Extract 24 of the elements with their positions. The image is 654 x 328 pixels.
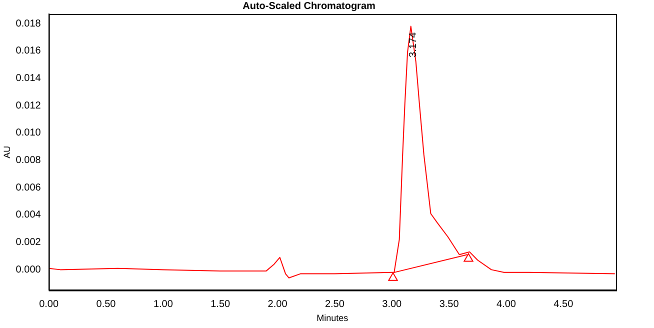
y-tick-label: 0.006 <box>16 182 42 194</box>
y-tick-label: 0.002 <box>16 237 42 248</box>
annotation: 3.174 <box>408 32 419 58</box>
y-axis-title: AU <box>2 146 12 158</box>
x-tick-label: 3.50 <box>439 298 460 310</box>
x-tick-label: 0.50 <box>96 298 116 310</box>
y-tick-label: 0.016 <box>16 46 42 57</box>
x-tick-label: 0.00 <box>39 298 59 310</box>
x-tick-label: 2.50 <box>324 298 345 310</box>
y-tick-label: 0.012 <box>16 100 42 112</box>
x-tick-label: 2.00 <box>268 298 288 310</box>
y-tick-label: 0.008 <box>16 155 42 166</box>
chart-title: Auto-Scaled Chromatogram <box>242 0 376 12</box>
x-axis-title: Minutes <box>316 313 349 324</box>
y-tick-label: 0.010 <box>16 128 42 139</box>
x-tick-label: 3.00 <box>382 298 402 310</box>
x-tick-label: 4.00 <box>496 298 516 310</box>
y-tick-label: 0.018 <box>16 18 42 30</box>
y-tick-label: 0.004 <box>16 210 42 221</box>
x-tick-label: 4.50 <box>554 298 574 310</box>
x-tick-label: 1.50 <box>210 298 231 310</box>
x-tick-label: 1.00 <box>153 298 174 310</box>
y-tick-label: 0.000 <box>16 264 42 276</box>
y-tick-label: 0.014 <box>16 73 42 84</box>
